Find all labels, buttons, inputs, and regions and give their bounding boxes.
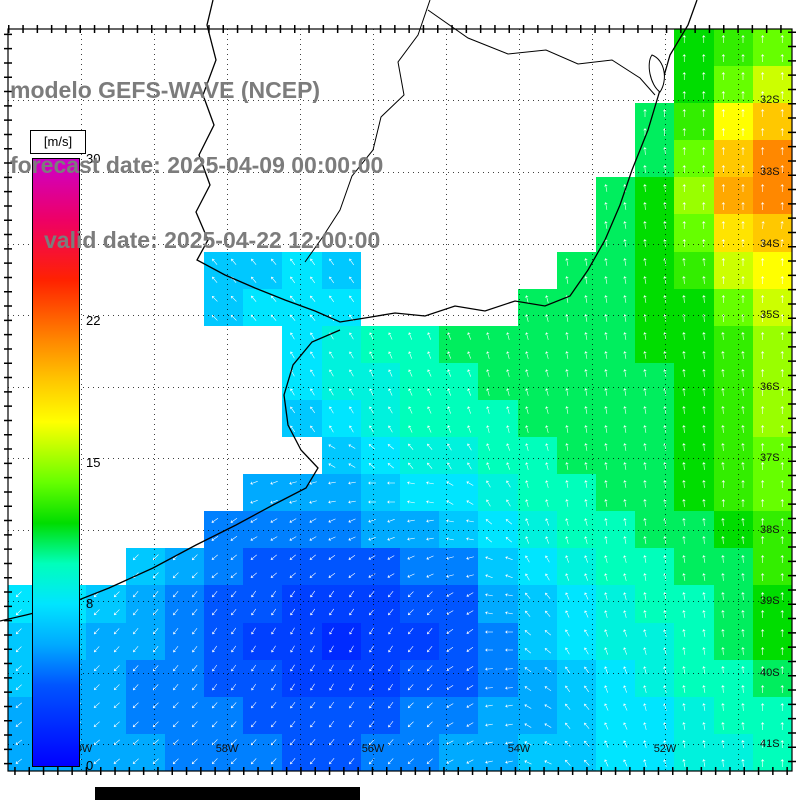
latitude-label: 35S: [760, 309, 780, 321]
bottom-black-bar: [95, 787, 360, 800]
colorbar: [m/s] 30 22 15 8 0: [30, 130, 140, 790]
model-title: modelo GEFS-WAVE (NCEP): [10, 77, 321, 103]
forecast-date-line: forecast date: 2025-04-09 00:00:00: [10, 152, 384, 178]
latitude-label: 39S: [760, 595, 780, 607]
latitude-label: 32S: [760, 94, 780, 106]
coordinate-labels-layer: 32S 33S 34S 35S 36S 37S 38S 39S 40S 41S 60W 58W 56W 5…: [8, 29, 792, 771]
longitude-label: 58W: [215, 743, 239, 755]
title-block: modelo GEFS-WAVE (NCEP) forecast date: 2…: [10, 28, 383, 303]
valid-date-line: valid date: 2025-04-22 12:00:00: [44, 227, 381, 253]
latitude-label: 36S: [760, 381, 780, 393]
colorbar-tick-label: 30: [86, 151, 101, 166]
longitude-label: 56W: [361, 743, 385, 755]
colorbar-tick-label: 15: [86, 454, 101, 470]
colorbar-tick-label: 22: [86, 312, 101, 328]
latitude-label: 34S: [760, 238, 780, 250]
colorbar-unit-label: [m/s]: [30, 130, 86, 154]
longitude-label: 52W: [653, 743, 677, 755]
colorbar-tick-label: 8: [86, 596, 94, 612]
latitude-label: 41S: [760, 738, 780, 750]
colorbar-gradient: [32, 158, 80, 767]
longitude-label: 54W: [507, 743, 531, 755]
latitude-label: 37S: [760, 452, 780, 464]
colorbar-tick-label: 0: [86, 758, 94, 773]
latitude-label: 40S: [760, 667, 780, 679]
latitude-label: 38S: [760, 524, 780, 536]
latitude-label: 33S: [760, 166, 780, 178]
